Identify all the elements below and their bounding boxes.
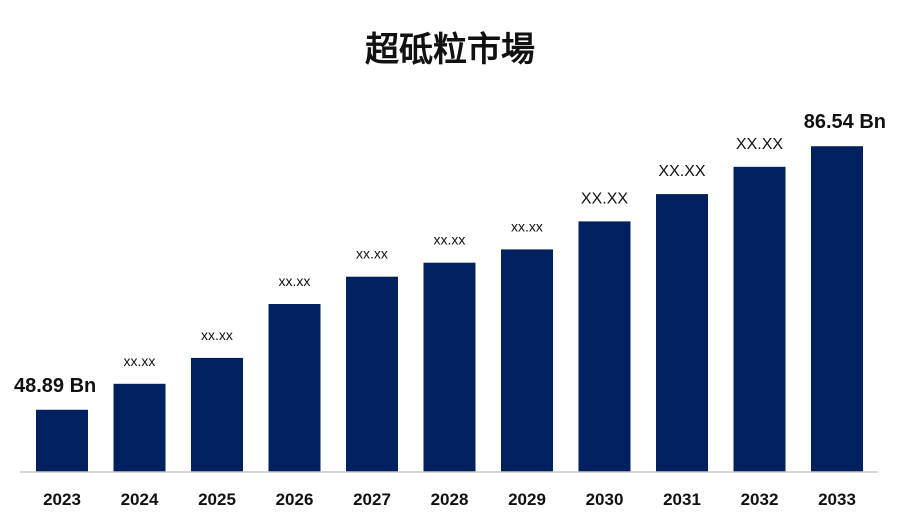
x-tick-2023: 2023 [43,490,81,509]
data-label-2026: xx.xx [279,273,311,289]
x-tick-2025: 2025 [198,490,236,509]
data-label-2030: XX.XX [581,190,628,207]
x-tick-2030: 2030 [586,490,624,509]
data-label-2029: xx.xx [511,218,543,234]
bar-2029 [501,249,553,472]
x-tick-2028: 2028 [431,490,469,509]
data-label-2032: XX.XX [736,136,783,153]
bar-2026 [268,304,321,472]
data-label-2025: xx.xx [201,327,233,343]
x-tick-2032: 2032 [741,490,779,509]
x-tick-2027: 2027 [353,490,391,509]
data-label-2031: XX.XX [658,163,705,180]
data-label-2028: xx.xx [434,232,466,248]
x-tick-2024: 2024 [121,490,159,509]
bar-2033 [811,146,863,472]
bar-2023 [36,409,88,472]
data-label-2027: xx.xx [356,246,388,262]
x-tick-2033: 2033 [818,490,856,509]
bar-2032 [733,166,786,473]
x-tick-2026: 2026 [276,490,314,509]
x-tick-2029: 2029 [508,490,546,509]
data-label-2024: xx.xx [124,353,156,369]
bar-2031 [656,194,708,472]
x-tick-labels-group: 2023 2024 2025 2026 2027 2028 2029 2030 2031 2032… [43,490,856,509]
x-tick-2031: 2031 [663,490,701,509]
bar-2024 [113,383,166,472]
bar-2030 [578,221,631,472]
bar-2025 [191,357,243,472]
data-label-2023: 48.89 Bn [14,375,96,397]
chart-title: 超砥粒市場 [365,30,535,70]
data-label-2033: 86.54 Bn [804,111,886,133]
bar-2027 [346,276,398,472]
data-labels-group: 48.89 Bn xx.xx xx.xx xx.xx xx.xx xx.xx xx.xx XX… [14,111,886,397]
bars-group [36,146,863,473]
bar-2028 [423,262,476,472]
